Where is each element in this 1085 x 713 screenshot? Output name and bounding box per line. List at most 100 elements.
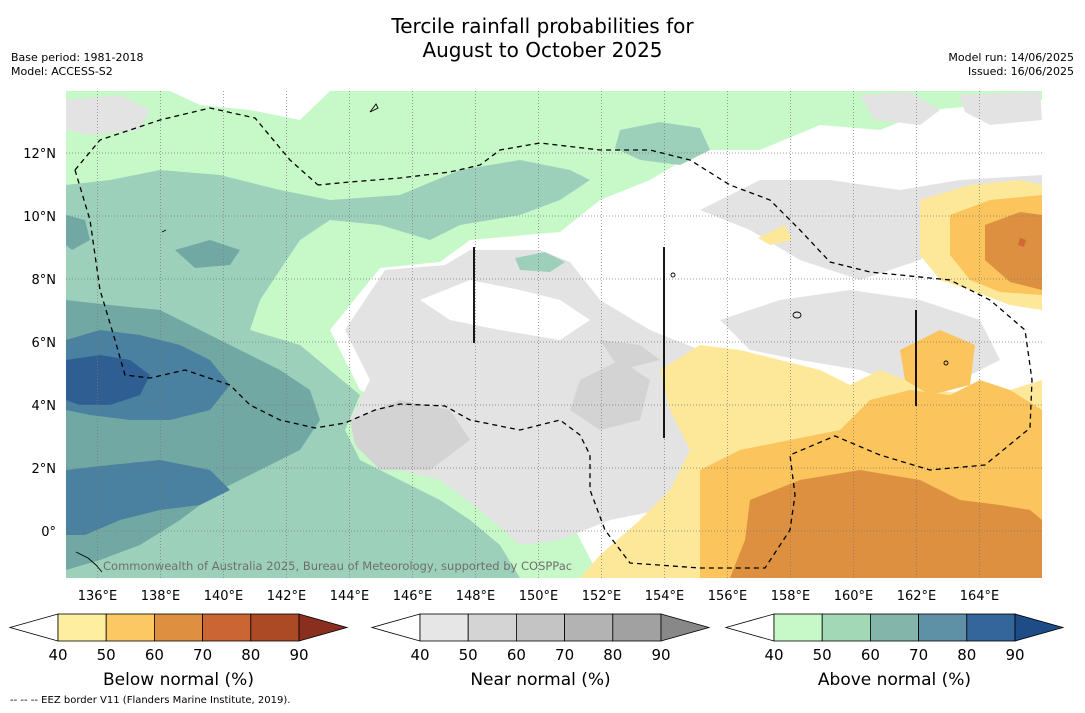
field-below-60-mid (900, 330, 975, 395)
attribution-text: Commonwealth of Australia 2025, Bureau o… (103, 559, 572, 573)
lon-tick-label: 140°E (204, 589, 244, 604)
colorbar-segment (516, 613, 566, 642)
eez-border-west (74, 142, 1033, 569)
lat-tick-label: 8°N (32, 273, 57, 288)
field-near-50-n (860, 92, 940, 125)
colorbar-segment (57, 613, 107, 642)
colorbar-segment (773, 613, 823, 642)
colorbar-tick-label: 50 (813, 646, 832, 664)
colorbar-below: 40 50 60 70 80 90 Below normal (%) (8, 613, 349, 690)
issued-text: Issued: 16/06/2025 (967, 65, 1074, 78)
field-near-50-central (345, 250, 760, 545)
probability-fields (66, 91, 1042, 578)
colorbar-title: Near normal (%) (470, 670, 610, 690)
colorbar-tick-label: 80 (957, 646, 976, 664)
colorbar-segment (612, 613, 662, 642)
field-below-70-ne (985, 212, 1042, 290)
colorbar-tick-label: 90 (1005, 646, 1024, 664)
field-near-60-c (600, 340, 660, 370)
colorbar-tick-label: 80 (241, 646, 260, 664)
base-period-text: Base period: 1981-2018 (11, 51, 144, 64)
colorbar-segment (153, 613, 203, 642)
lon-tick-label: 156°E (708, 589, 748, 604)
colorbar-segment (105, 613, 155, 642)
field-above-90-core (66, 355, 150, 405)
colorbar-max-extend (298, 613, 349, 642)
lon-tick-label: 142°E (267, 589, 307, 604)
lon-tick-label: 164°E (960, 589, 1000, 604)
title-line-2: August to October 2025 (422, 38, 663, 62)
model-info: Base period: 1981-2018 Model: ACCESS-S2 (11, 51, 143, 79)
model-text: Model: ACCESS-S2 (11, 65, 113, 78)
colorbar-tick-label: 80 (603, 646, 622, 664)
lat-tick-label: 10°N (23, 210, 56, 225)
colorbar-tick-label: 50 (97, 646, 116, 664)
lon-tick-label: 146°E (393, 589, 433, 604)
colorbar-above: 40 50 60 70 80 90 Above normal (%) (724, 613, 1065, 690)
island-outline (75, 551, 103, 573)
run-info: Model run: 14/06/2025 Issued: 16/06/2025 (948, 51, 1074, 79)
islands (75, 103, 949, 573)
island-outline (792, 311, 802, 319)
field-white-gap-central (420, 280, 590, 340)
colorbar-tick-label: 60 (145, 646, 164, 664)
field-white-north (170, 91, 330, 120)
lat-tick-label: 4°N (32, 399, 57, 414)
colorbar-tick-label: 70 (909, 646, 928, 664)
field-below-70-south (730, 470, 1042, 578)
lat-tick-label: 0° (41, 525, 56, 540)
field-near-60-b (570, 360, 650, 430)
colorbar-segment (870, 613, 920, 642)
colorbar-near: 40 50 60 70 80 90 Near normal (%) (370, 613, 711, 690)
eez-border-palau-fsm (74, 107, 319, 186)
lat-tick-label: 12°N (23, 147, 56, 162)
colorbar-title: Above normal (%) (818, 670, 971, 690)
lon-tick-label: 162°E (897, 589, 937, 604)
lon-tick-label: 136°E (78, 589, 118, 604)
model-run-text: Model run: 14/06/2025 (948, 51, 1074, 64)
colorbar-tick-label: 60 (861, 646, 880, 664)
field-near-60-a (350, 400, 470, 470)
lon-tick-label: 144°E (330, 589, 370, 604)
island-outline (369, 103, 379, 113)
colorbar-tick-label: 90 (289, 646, 308, 664)
colorbar-segment (966, 613, 1016, 642)
lat-tick-label: 2°N (32, 462, 57, 477)
island-outline (670, 272, 676, 278)
lon-tick-label: 148°E (456, 589, 496, 604)
field-below-50-patch (758, 225, 792, 245)
field-above-60-north (615, 122, 710, 165)
colorbar-min-extend (370, 613, 421, 642)
island-outline (161, 229, 167, 233)
colorbar-segment (250, 613, 300, 642)
colorbar-min-extend (8, 613, 59, 642)
colorbar-min-extend (724, 613, 775, 642)
lon-tick-label: 138°E (141, 589, 181, 604)
vertical-markers (473, 247, 917, 438)
colorbar-max-extend (660, 613, 711, 642)
colorbar-tick-label: 40 (410, 646, 429, 664)
colorbar-tick-label: 50 (459, 646, 478, 664)
chart-title: Tercile rainfall probabilities for Augus… (0, 14, 1085, 62)
field-above-80-sw (66, 460, 230, 535)
lon-tick-label: 160°E (834, 589, 874, 604)
colorbar-segment (202, 613, 252, 642)
longitude-labels: 136°E 138°E 140°E 142°E 144°E 146°E 148°E 150°E… (78, 589, 1000, 604)
colorbar-segment (564, 613, 614, 642)
lat-tick-label: 6°N (32, 336, 57, 351)
colorbars: 40 50 60 70 80 90 Below normal (%) 40 50 60 70 80 90… (8, 613, 1065, 690)
field-near-50-nw (66, 95, 150, 135)
colorbar-max-extend (1014, 613, 1065, 642)
colorbar-tick-label: 70 (193, 646, 212, 664)
colorbar-tick-label: 40 (48, 646, 67, 664)
colorbar-tick-label: 90 (651, 646, 670, 664)
lon-tick-label: 158°E (771, 589, 811, 604)
colorbar-segment (821, 613, 871, 642)
lon-tick-label: 150°E (519, 589, 559, 604)
island-outline (943, 360, 949, 366)
colorbar-tick-label: 60 (507, 646, 526, 664)
colorbar-segment (918, 613, 968, 642)
gridlines (66, 91, 1042, 578)
colorbar-segment (467, 613, 517, 642)
